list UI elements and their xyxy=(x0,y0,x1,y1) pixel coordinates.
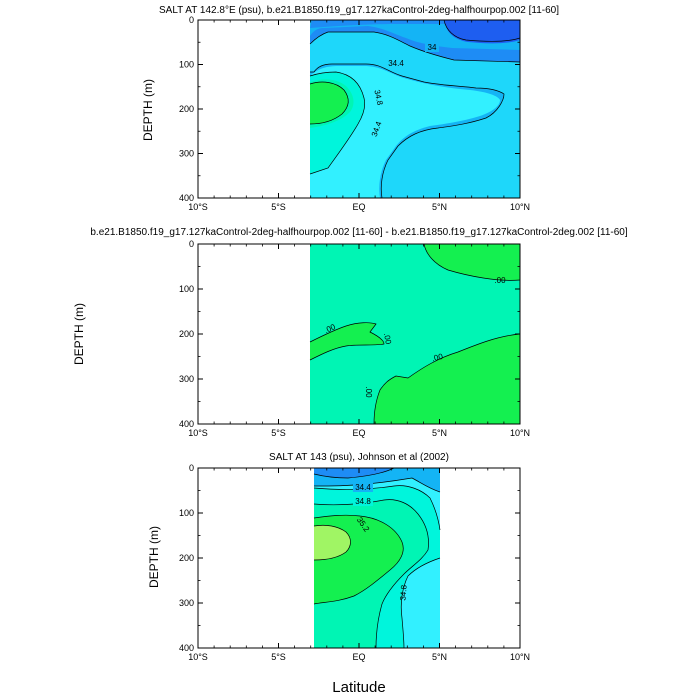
x-axis-label: Latitude xyxy=(332,679,385,696)
panel-3-title: SALT AT 143 (psu), Johnson et al (2002) xyxy=(269,452,449,463)
panel-2-ylabel: DEPTH (m) xyxy=(72,303,86,365)
p1-contour-34 xyxy=(309,31,520,63)
p2-contour-0-top xyxy=(423,244,520,281)
panel-1-frame: 10°S 5°S EQ 5°N 10°N 0 100 200 300 400 xyxy=(179,15,530,212)
p1-fill-bluedark xyxy=(444,20,520,44)
p1-contour-34.8 xyxy=(309,71,366,175)
panel-1-plot-area: 34 34.4 34.8 34.4 xyxy=(309,20,520,198)
p2-fill-green-lowright xyxy=(374,334,520,424)
panel-1-ylabel: DEPTH (m) xyxy=(141,79,155,141)
p3-fill-lightgreen xyxy=(314,525,351,560)
panel-2: b.e21.B1850.f19_g17.127kaControl-2deg-ha… xyxy=(72,227,628,438)
x-tick-label: 10°N xyxy=(510,202,530,212)
p3-fill-blue xyxy=(314,468,394,478)
y-tick-label: 400 xyxy=(179,419,194,429)
x-tick-label: 5°S xyxy=(271,652,286,662)
y-tick-label: 200 xyxy=(179,104,194,114)
y-tick-label: 200 xyxy=(179,553,194,563)
x-tick-label: 10°S xyxy=(188,428,208,438)
x-tick-label: EQ xyxy=(352,652,365,662)
panel-2-frame: 10°S 5°S EQ 5°N 10°N 0 100 200 300 400 xyxy=(179,239,530,438)
p2-contour-label: .00 xyxy=(494,276,506,285)
y-tick-label: 200 xyxy=(179,329,194,339)
y-tick-label: 0 xyxy=(189,15,194,25)
p3-contour-35.4 xyxy=(313,524,351,561)
p3-contour-34 xyxy=(313,468,395,479)
p2-fill-green-mid xyxy=(310,322,384,360)
p3-contour-label: 34.8 xyxy=(355,497,371,506)
panel-2-title: b.e21.B1850.f19_g17.127kaControl-2deg-ha… xyxy=(90,227,627,238)
panel-3-ylabel: DEPTH (m) xyxy=(147,526,161,588)
panel-1-title: SALT AT 142.8°E (psu), b.e21.B1850.f19_g… xyxy=(159,5,559,16)
p2-contour-label: .00 xyxy=(431,352,445,364)
p3-contour-35.2 xyxy=(313,514,404,605)
y-tick-label: 300 xyxy=(179,598,194,608)
x-tick-label: 5°N xyxy=(432,428,447,438)
panel-2-plot-area: .00 .00 .00 .00 .00 xyxy=(309,244,520,424)
x-tick-label: 10°S xyxy=(188,202,208,212)
p3-contour-label: 34.8 xyxy=(398,584,408,601)
p1-contour-34.4 xyxy=(310,63,505,198)
x-tick-label: 10°S xyxy=(188,652,208,662)
y-tick-label: 100 xyxy=(179,284,194,294)
p3-contour-34.8-low xyxy=(400,557,441,648)
x-tick-label: 10°N xyxy=(510,428,530,438)
y-tick-label: 300 xyxy=(179,149,194,159)
p3-contour-35.0 xyxy=(313,499,429,648)
y-tick-label: 100 xyxy=(179,508,194,518)
p1-contour-33.6 xyxy=(443,20,520,42)
p2-contour-0-low xyxy=(373,333,520,424)
x-tick-label: EQ xyxy=(352,428,365,438)
panel-1: SALT AT 142.8°E (psu), b.e21.B1850.f19_g… xyxy=(141,5,559,212)
x-tick-label: 5°S xyxy=(271,428,286,438)
p1-contour-label: 34 xyxy=(428,43,437,52)
p2-fill-green-topright xyxy=(424,244,520,281)
p3-contour-34.8 xyxy=(313,485,441,531)
y-tick-label: 400 xyxy=(179,643,194,653)
y-tick-label: 400 xyxy=(179,193,194,203)
p3-contour-34.4 xyxy=(314,477,441,493)
panel-3-frame: 10°S 5°S EQ 5°N 10°N 0 100 200 300 400 xyxy=(179,463,530,662)
p2-contour-label: .00 xyxy=(382,332,393,345)
p1-contour-label: 34.8 xyxy=(372,89,384,107)
p2-contour-0-mid xyxy=(309,322,385,361)
y-tick-label: 100 xyxy=(179,60,194,70)
p3-contour-label: 34.4 xyxy=(355,483,371,492)
y-tick-label: 300 xyxy=(179,374,194,384)
x-tick-label: 5°S xyxy=(271,202,286,212)
panel-3-plot-area: 34.4 34.8 35.2 34.8 xyxy=(313,468,441,648)
y-tick-label: 0 xyxy=(189,239,194,249)
p1-contour-label: 34.4 xyxy=(388,59,404,68)
p2-contour-label: .00 xyxy=(364,386,373,398)
panel-3: SALT AT 143 (psu), Johnson et al (2002) … xyxy=(147,452,530,696)
y-tick-label: 0 xyxy=(189,463,194,473)
p1-contour-35 xyxy=(309,81,349,125)
x-tick-label: EQ xyxy=(352,202,365,212)
x-tick-label: 10°N xyxy=(510,652,530,662)
x-tick-label: 5°N xyxy=(432,202,447,212)
p2-contour-label: .00 xyxy=(323,322,337,335)
p1-fill-green xyxy=(310,82,349,124)
x-tick-label: 5°N xyxy=(432,652,447,662)
